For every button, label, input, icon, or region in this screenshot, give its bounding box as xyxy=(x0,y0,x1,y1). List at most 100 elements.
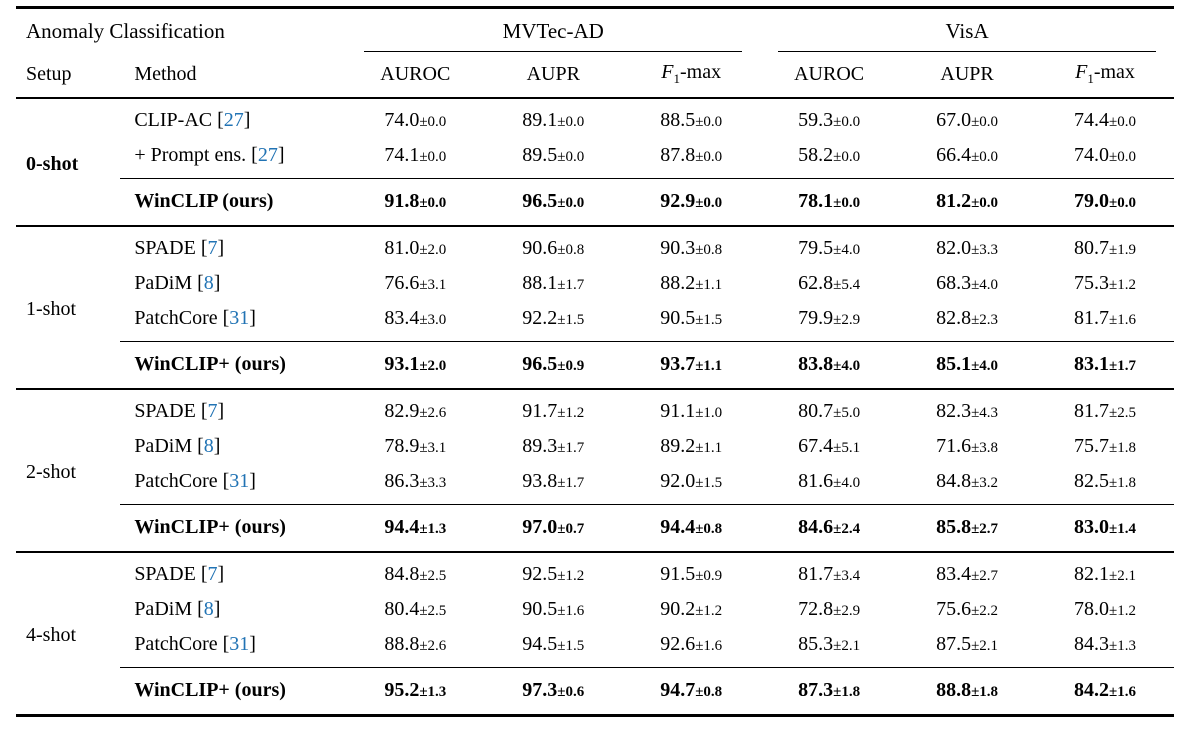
value-cell: 79.9±2.9 xyxy=(760,301,898,342)
metric-stddev: ±0.0 xyxy=(1109,114,1136,130)
metric-value: 94.4 xyxy=(384,516,420,538)
value-cell: 82.1±2.1 xyxy=(1036,551,1174,592)
metric-stddev: ±1.2 xyxy=(1109,603,1136,619)
citation-link[interactable]: 27 xyxy=(257,144,278,166)
citation: [7] xyxy=(195,400,225,422)
citation-link[interactable]: 7 xyxy=(207,400,218,422)
citation: [8] xyxy=(192,272,221,294)
citation-link[interactable]: 31 xyxy=(229,470,250,492)
table-row: + Prompt ens. [27] 74.1±0.0 89.5±0.0 87.8±0… xyxy=(16,138,1174,179)
metric-stddev: ±2.7 xyxy=(971,568,999,584)
metric-stddev: ±3.8 xyxy=(971,440,999,456)
value-cell: 78.0±1.2 xyxy=(1036,592,1174,627)
metric-stddev: ±1.3 xyxy=(1109,638,1136,654)
value-cell: 82.0±3.3 xyxy=(898,225,1037,266)
value-cell: 92.9±0.0 xyxy=(622,178,761,226)
method-cell: PatchCore [31] xyxy=(120,301,346,342)
value-cell: 62.8±5.4 xyxy=(760,266,898,301)
metric-value: 81.2 xyxy=(936,190,972,212)
metric-stddev: ±5.1 xyxy=(833,440,861,456)
table-row: PatchCore [31] 83.4±3.0 92.2±1.5 90.5±1.5 79… xyxy=(16,301,1174,342)
metric-value: 87.8 xyxy=(660,144,696,166)
table-row: PaDiM [8] 76.6±3.1 88.1±1.7 88.2±1.1 62.8±5.… xyxy=(16,266,1174,301)
value-cell: 81.7±2.5 xyxy=(1036,388,1174,429)
metric-column-header: F1-max xyxy=(622,52,761,99)
value-cell: 80.4±2.5 xyxy=(346,592,484,627)
value-cell: 84.8±3.2 xyxy=(898,464,1036,505)
citation-link[interactable]: 8 xyxy=(203,272,214,294)
value-cell: 85.3±2.1 xyxy=(760,627,898,668)
method-cell: CLIP-AC [27] xyxy=(120,98,346,138)
metric-stddev: ±3.3 xyxy=(971,242,999,258)
table-body: 0-shot CLIP-AC [27] 74.0±0.0 89.1±0.0 88.5±0… xyxy=(16,98,1174,716)
metric-stddev: ±4.0 xyxy=(971,277,999,293)
metric-value: 78.9 xyxy=(384,435,420,457)
method-cell: SPADE [7] xyxy=(120,388,347,429)
metric-stddev: ±3.1 xyxy=(419,440,447,456)
metric-value: 83.4 xyxy=(384,307,420,329)
metric-value: 91.7 xyxy=(522,400,558,422)
value-cell: 90.5±1.6 xyxy=(484,592,622,627)
value-cell: 91.5±0.9 xyxy=(622,551,761,592)
citation-link[interactable]: 7 xyxy=(207,563,218,585)
method-cell: PaDiM [8] xyxy=(120,429,346,464)
results-table: Anomaly Classification MVTec-AD VisA Set… xyxy=(16,6,1174,717)
metric-stddev: ±0.0 xyxy=(419,195,447,211)
metric-column-header: AUROC xyxy=(346,52,485,99)
metric-value: 78.1 xyxy=(798,190,834,212)
metric-stddev: ±1.6 xyxy=(557,603,585,619)
metric-value: 88.5 xyxy=(660,109,696,131)
metric-value: 91.5 xyxy=(660,563,696,585)
method-name: PatchCore xyxy=(134,633,218,655)
value-cell: 82.3±4.3 xyxy=(898,388,1037,429)
metric-value: 87.5 xyxy=(936,633,972,655)
value-cell: 88.1±1.7 xyxy=(484,266,622,301)
metric-stddev: ±0.0 xyxy=(419,114,447,130)
table-row: PatchCore [31] 88.8±2.6 94.5±1.5 92.6±1.6 85… xyxy=(16,627,1174,668)
citation-link[interactable]: 7 xyxy=(207,237,218,259)
metric-stddev: ±1.2 xyxy=(557,568,585,584)
metric-value: 82.0 xyxy=(936,237,972,259)
value-cell: 74.0±0.0 xyxy=(1036,138,1174,179)
metric-value: 94.5 xyxy=(522,633,558,655)
metric-column-header: AUROC xyxy=(760,52,899,99)
metric-value: 75.3 xyxy=(1074,272,1110,294)
metric-value: 97.0 xyxy=(522,516,558,538)
metric-value: 93.7 xyxy=(660,353,696,375)
citation-link[interactable]: 8 xyxy=(203,598,214,620)
metric-value: 84.2 xyxy=(1074,679,1110,701)
metric-column-header: AUPR xyxy=(484,52,623,99)
value-cell: 75.6±2.2 xyxy=(898,592,1036,627)
value-cell: 81.0±2.0 xyxy=(346,225,485,266)
metric-value: 74.1 xyxy=(384,144,420,166)
method-cell: WinCLIP+ (ours) xyxy=(120,667,347,716)
value-cell: 87.5±2.1 xyxy=(898,627,1036,668)
metric-stddev: ±5.4 xyxy=(833,277,861,293)
metric-value: 81.7 xyxy=(798,563,834,585)
citation-link[interactable]: 31 xyxy=(229,633,250,655)
metric-value: 89.2 xyxy=(660,435,696,457)
table-row: 4-shot SPADE [7] 84.8±2.5 92.5±1.2 91.5±0.9 8… xyxy=(16,551,1174,716)
citation-link[interactable]: 31 xyxy=(229,307,250,329)
citation-link[interactable]: 8 xyxy=(203,435,214,457)
metric-value: 84.6 xyxy=(798,516,834,538)
metric-value: 80.7 xyxy=(1074,237,1110,259)
method-name: CLIP-AC xyxy=(134,109,213,131)
value-cell: 85.1±4.0 xyxy=(898,341,1037,389)
setup-cell: 2-shot xyxy=(16,388,121,552)
setup-column-header: Setup xyxy=(16,52,121,99)
value-cell: 79.5±4.0 xyxy=(760,225,899,266)
metric-stddev: ±4.0 xyxy=(971,358,999,374)
citation-link[interactable]: 27 xyxy=(223,109,244,131)
value-cell: 87.3±1.8 xyxy=(760,667,899,716)
metric-stddev: ±3.1 xyxy=(419,277,447,293)
method-name: SPADE xyxy=(134,237,196,259)
metric-stddev: ±0.0 xyxy=(695,149,723,165)
metric-stddev: ±0.9 xyxy=(557,358,585,374)
method-cell: PaDiM [8] xyxy=(120,592,346,627)
metric-stddev: ±1.2 xyxy=(1109,277,1136,293)
metric-value: 88.2 xyxy=(660,272,696,294)
metric-stddev: ±2.1 xyxy=(971,638,999,654)
metric-stddev: ±2.9 xyxy=(833,312,861,328)
